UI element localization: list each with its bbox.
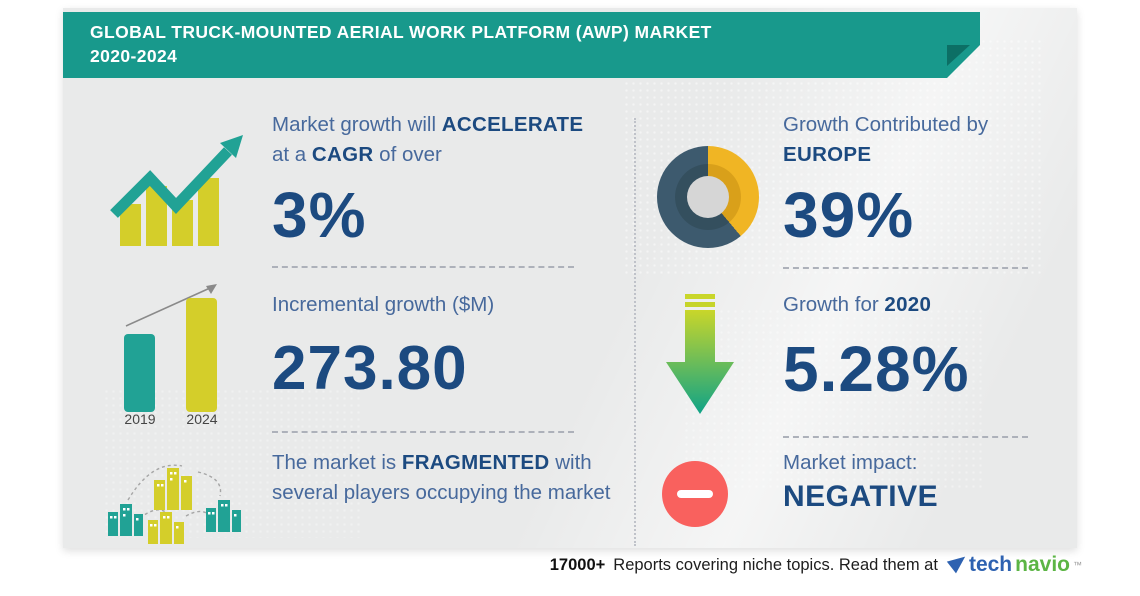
growth-2020-label: Growth for 2020 <box>783 290 931 320</box>
growth-2020-value: 5.28% <box>783 333 970 405</box>
europe-label: Growth Contributed by EUROPE <box>783 110 988 170</box>
fragmented-label-post: with several players occupying the marke… <box>272 451 611 504</box>
europe-label-bold: EUROPE <box>783 143 872 166</box>
incremental-growth-bars-icon: 2019 2024 <box>124 284 218 426</box>
market-impact-label: Market impact: <box>783 451 918 474</box>
fragmented-market-buildings-icon <box>108 464 241 544</box>
bar-year-start-label: 2019 <box>124 411 155 426</box>
minus-bar <box>677 490 713 498</box>
page-title: GLOBAL TRUCK-MOUNTED AERIAL WORK PLATFOR… <box>90 22 712 42</box>
cagr-label-cagr: CAGR <box>311 143 374 166</box>
separator <box>272 431 574 433</box>
incremental-growth-value: 273.80 <box>272 334 468 403</box>
cagr-label-post: of over <box>379 143 442 166</box>
europe-value: 39% <box>783 179 915 251</box>
logo-text-navio: navio <box>1015 553 1070 576</box>
cagr-label-mid: at a <box>272 143 307 166</box>
technavio-logo-icon <box>946 556 966 574</box>
market-impact-value: NEGATIVE <box>783 480 939 513</box>
negative-impact-minus-icon <box>662 461 728 527</box>
footer: 17000+ Reports covering niche topics. Re… <box>550 553 1082 577</box>
growth-chart-icon <box>110 135 243 246</box>
separator <box>783 436 1028 438</box>
header-banner: GLOBAL TRUCK-MOUNTED AERIAL WORK PLATFOR… <box>63 12 980 78</box>
growth-2020-label-year: 2020 <box>884 293 932 316</box>
cagr-label-accelerate: ACCELERATE <box>441 113 584 136</box>
cagr-label: Market growth will ACCELERATE at a CAGR … <box>272 110 602 170</box>
fragmented-label-pre: The market is <box>272 451 397 474</box>
growth-2020-label-pre: Growth for <box>783 293 879 316</box>
logo-trademark: ™ <box>1073 560 1082 570</box>
separator <box>783 267 1028 269</box>
technavio-logo: tech navio ™ <box>946 553 1082 577</box>
cagr-label-pre: Market growth will <box>272 113 437 136</box>
europe-label-line1: Growth Contributed by <box>783 113 989 136</box>
decline-down-arrow-icon <box>666 294 734 414</box>
incremental-growth-label: Incremental growth ($M) <box>272 293 495 316</box>
reports-count: 17000+ <box>549 555 606 574</box>
fragmented-label: The market is FRAGMENTED with several pl… <box>272 448 617 508</box>
footer-text: Reports covering niche topics. Read them… <box>613 555 938 574</box>
europe-donut-chart-icon <box>657 146 759 248</box>
separator <box>272 266 574 268</box>
column-divider <box>634 118 636 546</box>
bar-year-end-label: 2024 <box>186 411 217 426</box>
fragmented-label-bold: FRAGMENTED <box>401 451 550 474</box>
logo-text-tech: tech <box>968 553 1013 576</box>
donut-core <box>687 176 729 218</box>
page-title-years: 2020-2024 <box>90 46 178 66</box>
cagr-value: 3% <box>272 179 367 251</box>
